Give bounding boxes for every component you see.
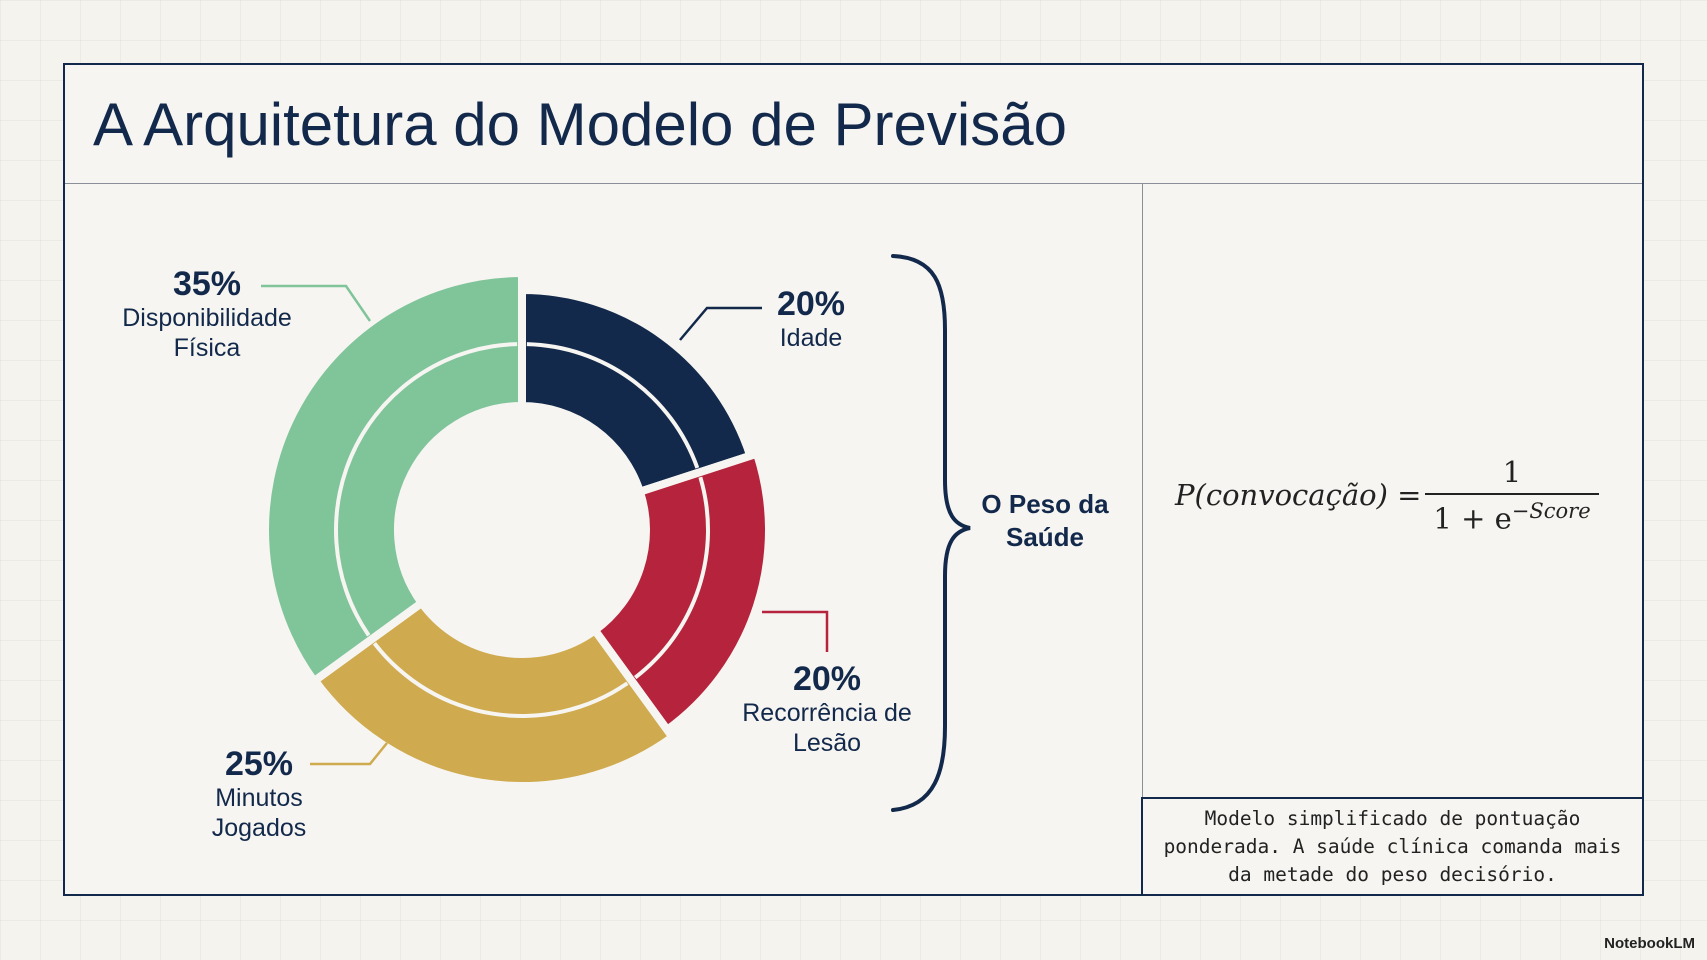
value-label: 25% <box>224 745 294 783</box>
divider <box>1142 183 1143 894</box>
ring-divider <box>634 476 710 680</box>
brace <box>891 254 971 812</box>
pie-slice <box>261 268 526 687</box>
brand: NotebookLM <box>1604 935 1695 952</box>
slice-label: 25% Minutos Jogados <box>199 745 319 843</box>
leader-line <box>310 742 388 766</box>
numerator: 1 <box>1425 455 1599 495</box>
denominator-base: 1 + e <box>1433 501 1512 536</box>
chart-title: A Arquitetura do Modelo de Previsão <box>93 91 1067 158</box>
slice-label: 20% Idade <box>751 285 871 353</box>
leader-line <box>679 306 762 341</box>
group-label: O Peso da Saúde <box>981 489 1109 552</box>
fraction: 1 1 + e−Score <box>1425 455 1599 536</box>
note: Modelo simplificado de pontuação pondera… <box>1141 797 1642 894</box>
leader-line <box>261 284 372 322</box>
pie-slice <box>309 597 679 790</box>
divider <box>65 183 1642 184</box>
ring-divider <box>333 342 518 637</box>
value-label: 20% <box>776 285 846 323</box>
category-label: Disponibilidade Física <box>122 304 292 362</box>
value-label: 35% <box>172 265 242 303</box>
category-label: Idade <box>779 324 843 352</box>
ring-divider <box>526 342 700 469</box>
slice-label: 35% Disponibilidade Física <box>107 265 307 363</box>
category-label: Minutos Jogados <box>211 784 307 842</box>
formula: P(convocação) = 1 1 + e−Score <box>1175 455 1599 536</box>
slice-label: 20% Recorrência de Lesão <box>742 660 912 758</box>
value-label: 20% <box>792 660 862 698</box>
exponent: −Score <box>1511 499 1591 523</box>
leader-line <box>762 610 829 652</box>
category-label: Recorrência de Lesão <box>742 699 912 757</box>
denominator: 1 + e−Score <box>1433 495 1590 536</box>
pie-slice <box>589 448 773 736</box>
pie-slice <box>518 285 756 497</box>
formula-lhs: P(convocação) = <box>1175 478 1422 513</box>
